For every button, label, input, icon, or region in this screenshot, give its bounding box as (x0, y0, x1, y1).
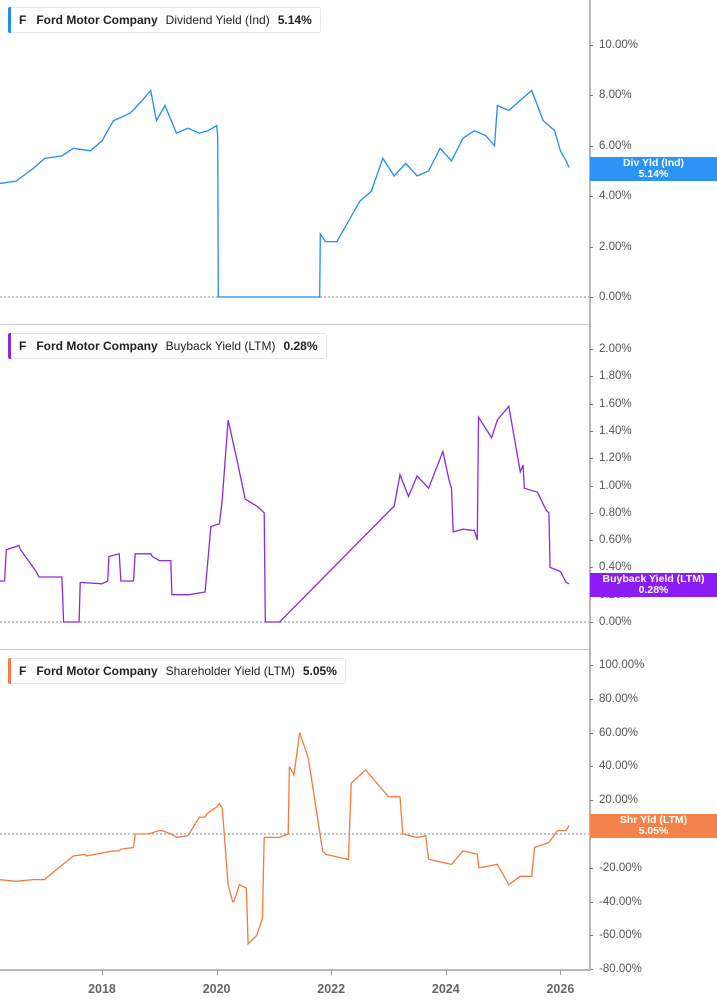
badge-value: 5.05% (638, 825, 669, 837)
legend-company: Ford Motor Company (36, 13, 158, 27)
legend-company: Ford Motor Company (36, 664, 158, 678)
panel-divider (0, 324, 589, 325)
legend-ticker: F (19, 664, 27, 678)
y-tick-label: 8.00% (590, 89, 632, 101)
legend-ticker: F (19, 13, 27, 27)
y-axis-line (589, 0, 591, 969)
legend-value: 5.14% (277, 13, 312, 27)
y-tick-label: -40.00% (590, 896, 642, 908)
y-tick-label: 1.60% (590, 398, 632, 410)
y-tick-label: 80.00% (589, 693, 638, 705)
badge-label: Div Yld (Ind) (622, 157, 685, 169)
x-axis-line (0, 969, 591, 971)
y-tick-label: 1.40% (590, 425, 632, 437)
y-tick-label: 0.00% (590, 616, 632, 628)
x-tick-mark (216, 970, 218, 975)
badge-value: 5.14% (638, 168, 669, 180)
badge-label: Shr Yld (LTM) (619, 814, 688, 826)
y-tick-label: 40.00% (589, 760, 638, 772)
x-tick-label: 2026 (546, 982, 575, 996)
badge-value: 0.28% (638, 584, 669, 596)
legend-ticker: F (19, 339, 27, 353)
series-color-swatch (8, 7, 11, 33)
x-tick-mark (560, 970, 562, 975)
y-tick-label: 1.00% (590, 480, 632, 492)
legend-metric: Dividend Yield (Ind) (165, 13, 270, 27)
y-tick-label: -20.00% (590, 862, 642, 874)
chart-plot-area[interactable] (0, 0, 589, 969)
buyback-yield-badge: Buyback Yield (LTM) 0.28% (590, 573, 717, 597)
legend-metric: Shareholder Yield (LTM) (165, 664, 295, 678)
dividend-yield-legend[interactable]: F Ford Motor Company Dividend Yield (Ind… (8, 7, 321, 33)
x-tick-mark (101, 970, 103, 975)
y-tick-label: 0.80% (590, 507, 632, 519)
y-tick-label: 1.80% (590, 370, 632, 382)
series-color-swatch (8, 333, 11, 359)
buyback-yield-line (0, 404, 570, 623)
y-tick-label: 2.00% (590, 241, 632, 253)
x-tick-label: 2024 (431, 982, 460, 996)
y-tick-label: 60.00% (589, 727, 638, 739)
y-tick-label: -60.00% (590, 929, 642, 941)
y-tick-label: 0.00% (590, 291, 632, 303)
y-tick-label: 0.40% (590, 561, 632, 573)
legend-metric: Buyback Yield (LTM) (165, 339, 276, 353)
x-tick-mark (445, 970, 447, 975)
y-tick-label: 20.00% (589, 794, 638, 806)
y-tick-label: 0.60% (590, 534, 632, 546)
series-color-swatch (8, 658, 11, 684)
dividend-yield-badge: Div Yld (Ind) 5.14% (590, 157, 717, 181)
shareholder-yield-line (0, 732, 570, 946)
panel-divider (0, 649, 589, 650)
shareholder-yield-badge: Shr Yld (LTM) 5.05% (590, 814, 717, 838)
legend-company: Ford Motor Company (36, 339, 158, 353)
x-tick-label: 2020 (202, 982, 231, 996)
dividend-yield-line (0, 88, 570, 298)
buyback-yield-legend[interactable]: F Ford Motor Company Buyback Yield (LTM)… (8, 333, 327, 359)
y-tick-label: -80.00% (590, 963, 642, 975)
x-tick-label: 2022 (317, 982, 346, 996)
badge-label: Buyback Yield (LTM) (602, 573, 705, 585)
legend-value: 5.05% (302, 664, 337, 678)
y-tick-label: 10.00% (589, 39, 638, 51)
x-tick-label: 2018 (88, 982, 116, 996)
y-tick-label: 4.00% (590, 190, 632, 202)
x-tick-mark (331, 970, 333, 975)
y-tick-label: 1.20% (590, 452, 632, 464)
legend-value: 0.28% (283, 339, 318, 353)
shareholder-yield-legend[interactable]: F Ford Motor Company Shareholder Yield (… (8, 658, 346, 684)
y-tick-label: 6.00% (590, 140, 632, 152)
y-tick-label: 2.00% (590, 343, 632, 355)
y-tick-label: 100.00% (589, 659, 644, 671)
